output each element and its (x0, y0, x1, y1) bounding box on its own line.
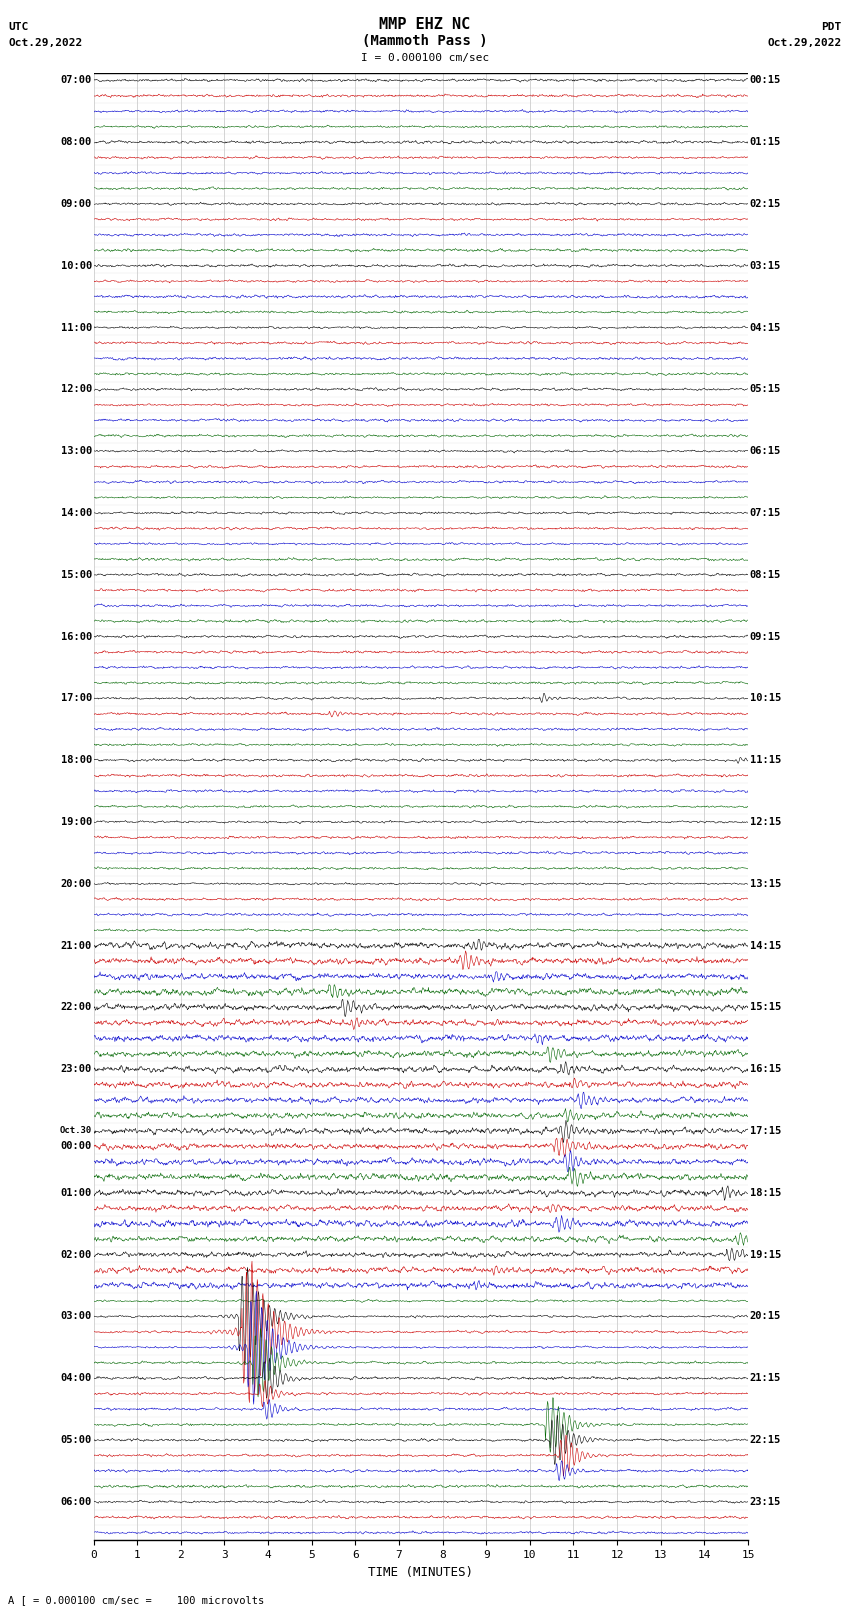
Text: 14:00: 14:00 (60, 508, 92, 518)
Text: 16:00: 16:00 (60, 632, 92, 642)
Text: 12:00: 12:00 (60, 384, 92, 394)
Text: 17:00: 17:00 (60, 694, 92, 703)
Text: 14:15: 14:15 (750, 940, 781, 950)
Text: 09:00: 09:00 (60, 198, 92, 210)
Text: 22:00: 22:00 (60, 1002, 92, 1013)
Text: 00:00: 00:00 (60, 1142, 92, 1152)
Text: 01:00: 01:00 (60, 1187, 92, 1198)
Text: 21:00: 21:00 (60, 940, 92, 950)
Text: 07:00: 07:00 (60, 76, 92, 85)
Text: 18:15: 18:15 (750, 1187, 781, 1198)
Text: 01:15: 01:15 (750, 137, 781, 147)
Text: 15:15: 15:15 (750, 1002, 781, 1013)
Text: 06:15: 06:15 (750, 447, 781, 456)
Text: 05:15: 05:15 (750, 384, 781, 394)
Text: 04:00: 04:00 (60, 1373, 92, 1384)
Text: PDT: PDT (821, 23, 842, 32)
Text: 23:00: 23:00 (60, 1065, 92, 1074)
Text: 00:15: 00:15 (750, 76, 781, 85)
Text: 05:00: 05:00 (60, 1436, 92, 1445)
Text: (Mammoth Pass ): (Mammoth Pass ) (362, 34, 488, 48)
Text: 07:15: 07:15 (750, 508, 781, 518)
Text: 11:00: 11:00 (60, 323, 92, 332)
Text: 10:15: 10:15 (750, 694, 781, 703)
Text: MMP EHZ NC: MMP EHZ NC (379, 18, 471, 32)
Text: 13:00: 13:00 (60, 447, 92, 456)
Text: 23:15: 23:15 (750, 1497, 781, 1507)
Text: 06:00: 06:00 (60, 1497, 92, 1507)
Text: 12:15: 12:15 (750, 816, 781, 827)
Text: 13:15: 13:15 (750, 879, 781, 889)
Text: UTC: UTC (8, 23, 29, 32)
Text: 09:15: 09:15 (750, 632, 781, 642)
Text: 20:00: 20:00 (60, 879, 92, 889)
Text: Oct.29,2022: Oct.29,2022 (768, 39, 842, 48)
Text: 08:00: 08:00 (60, 137, 92, 147)
Text: 22:15: 22:15 (750, 1436, 781, 1445)
Text: 16:15: 16:15 (750, 1065, 781, 1074)
Text: 17:15: 17:15 (750, 1126, 781, 1136)
Text: Oct.30: Oct.30 (60, 1126, 92, 1136)
Text: 20:15: 20:15 (750, 1311, 781, 1321)
Text: 11:15: 11:15 (750, 755, 781, 765)
X-axis label: TIME (MINUTES): TIME (MINUTES) (368, 1566, 473, 1579)
Text: 08:15: 08:15 (750, 569, 781, 579)
Text: 03:15: 03:15 (750, 261, 781, 271)
Text: 04:15: 04:15 (750, 323, 781, 332)
Text: 18:00: 18:00 (60, 755, 92, 765)
Text: I = 0.000100 cm/sec: I = 0.000100 cm/sec (361, 53, 489, 63)
Text: Oct.29,2022: Oct.29,2022 (8, 39, 82, 48)
Text: 15:00: 15:00 (60, 569, 92, 579)
Text: 03:00: 03:00 (60, 1311, 92, 1321)
Text: 19:15: 19:15 (750, 1250, 781, 1260)
Text: 19:00: 19:00 (60, 816, 92, 827)
Text: 10:00: 10:00 (60, 261, 92, 271)
Text: 21:15: 21:15 (750, 1373, 781, 1384)
Text: 02:15: 02:15 (750, 198, 781, 210)
Text: A [ = 0.000100 cm/sec =    100 microvolts: A [ = 0.000100 cm/sec = 100 microvolts (8, 1595, 264, 1605)
Text: 02:00: 02:00 (60, 1250, 92, 1260)
